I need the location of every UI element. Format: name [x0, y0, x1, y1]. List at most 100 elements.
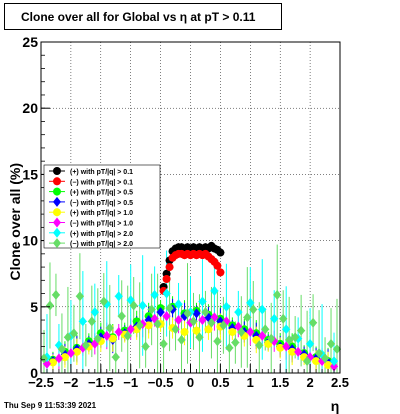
- x-tick-label: 2.5: [331, 375, 349, 390]
- data-point: [78, 316, 87, 327]
- y-tick-label: 20: [22, 100, 38, 116]
- data-point: [111, 352, 120, 363]
- data-point: [216, 268, 225, 277]
- x-tick-label: −2: [63, 375, 78, 390]
- data-point: [198, 315, 207, 326]
- data-point: [288, 347, 297, 356]
- data-point: [192, 308, 201, 319]
- data-point: [330, 361, 339, 372]
- data-point: [180, 327, 189, 336]
- data-point: [144, 321, 153, 330]
- data-point: [174, 315, 183, 326]
- data-point: [189, 316, 198, 327]
- legend-label: (+) with pT/|q| > 2.0: [70, 231, 133, 238]
- data-point: [51, 289, 60, 300]
- data-point: [105, 322, 114, 333]
- data-point: [246, 326, 255, 337]
- data-point: [138, 300, 147, 311]
- x-tick-label: −1.5: [88, 375, 114, 390]
- legend-label: (−) with pT/|q| > 1.0: [70, 221, 133, 228]
- x-tick-label: −1: [123, 375, 138, 390]
- data-point: [165, 263, 174, 272]
- data-point: [39, 353, 48, 364]
- data-point: [165, 303, 174, 314]
- legend-label: (+) with pT/|q| > 0.5: [70, 190, 133, 197]
- data-point: [53, 208, 61, 217]
- legend-entry: (+) with pT/|q| > 0.5: [49, 187, 133, 197]
- data-point: [135, 320, 144, 331]
- data-point: [53, 196, 61, 207]
- data-point: [306, 338, 315, 349]
- data-point: [279, 313, 288, 324]
- data-point: [261, 324, 270, 335]
- data-point: [102, 330, 111, 341]
- data-point: [246, 297, 255, 308]
- data-point: [201, 307, 210, 318]
- data-point: [174, 299, 183, 310]
- legend-label: (+) with pT/|q| > 0.1: [70, 169, 133, 176]
- data-point: [216, 248, 225, 257]
- data-point: [225, 342, 234, 353]
- data-point: [108, 334, 117, 343]
- data-point: [53, 187, 61, 196]
- x-tick-labels: −2.5 −2 −1.5 −1 −0.5 0 0.5 1 1.5 2 2.5: [28, 375, 349, 390]
- data-point: [53, 177, 61, 186]
- data-point: [258, 304, 267, 315]
- data-point: [234, 307, 243, 318]
- axis-ticks: [40, 41, 341, 374]
- x-tick-label: 0.5: [211, 375, 229, 390]
- data-point: [53, 227, 61, 238]
- data-point: [162, 288, 171, 299]
- legend-label: (−) with pT/|q| > 0.1: [70, 179, 133, 186]
- legend-label: (+) with pT/|q| > 1.0: [70, 210, 133, 217]
- data-point: [150, 289, 159, 300]
- data-point: [276, 343, 285, 352]
- legend: (+) with pT/|q| > 0.1 (−) with pT/|q| > 0…: [43, 164, 161, 249]
- data-point: [321, 353, 330, 364]
- data-point: [114, 291, 123, 302]
- data-point: [123, 330, 132, 341]
- data-point: [255, 340, 264, 351]
- data-point: [333, 344, 342, 355]
- x-tick-label: 2: [306, 375, 313, 390]
- data-point: [183, 308, 192, 319]
- data-point: [53, 238, 61, 249]
- data-point: [117, 311, 126, 322]
- data-point: [45, 300, 54, 311]
- data-point: [177, 334, 186, 345]
- data-point: [129, 300, 138, 311]
- data-point: [330, 356, 339, 367]
- data-point: [66, 348, 75, 359]
- data-point: [53, 217, 61, 228]
- data-point: [222, 301, 231, 312]
- data-point: [153, 319, 162, 330]
- data-point: [273, 289, 282, 300]
- data-point: [48, 358, 57, 367]
- data-point: [282, 324, 291, 335]
- data-point: [324, 361, 333, 370]
- x-tick-label: −0.5: [148, 375, 174, 390]
- x-tick-label: 1.5: [271, 375, 289, 390]
- legend-entry: (−) with pT/|q| > 0.1: [49, 177, 133, 186]
- data-point: [258, 330, 267, 341]
- data-point: [219, 320, 228, 331]
- data-point: [267, 333, 276, 344]
- legend-entry: (−) with pT/|q| > 0.5: [49, 196, 133, 207]
- chart-title-text: Clone over all for Global vs η at pT > 0…: [21, 10, 256, 24]
- data-point: [195, 332, 204, 343]
- data-point: [81, 340, 90, 351]
- data-point: [159, 338, 168, 349]
- data-point: [162, 311, 171, 322]
- x-tick-label: 0: [187, 375, 194, 390]
- data-point: [126, 324, 135, 335]
- legend-entry: (−) with pT/|q| > 1.0: [49, 217, 133, 228]
- data-point: [60, 353, 69, 362]
- data-point: [72, 347, 81, 356]
- x-axis-label: η: [331, 398, 340, 414]
- timestamp: Thu Sep 9 11:53:39 2021: [4, 401, 97, 410]
- data-point: [213, 336, 222, 347]
- data-point: [291, 332, 300, 343]
- legend-box: [43, 164, 161, 249]
- legend-entry: (+) with pT/|q| > 0.1: [49, 167, 133, 176]
